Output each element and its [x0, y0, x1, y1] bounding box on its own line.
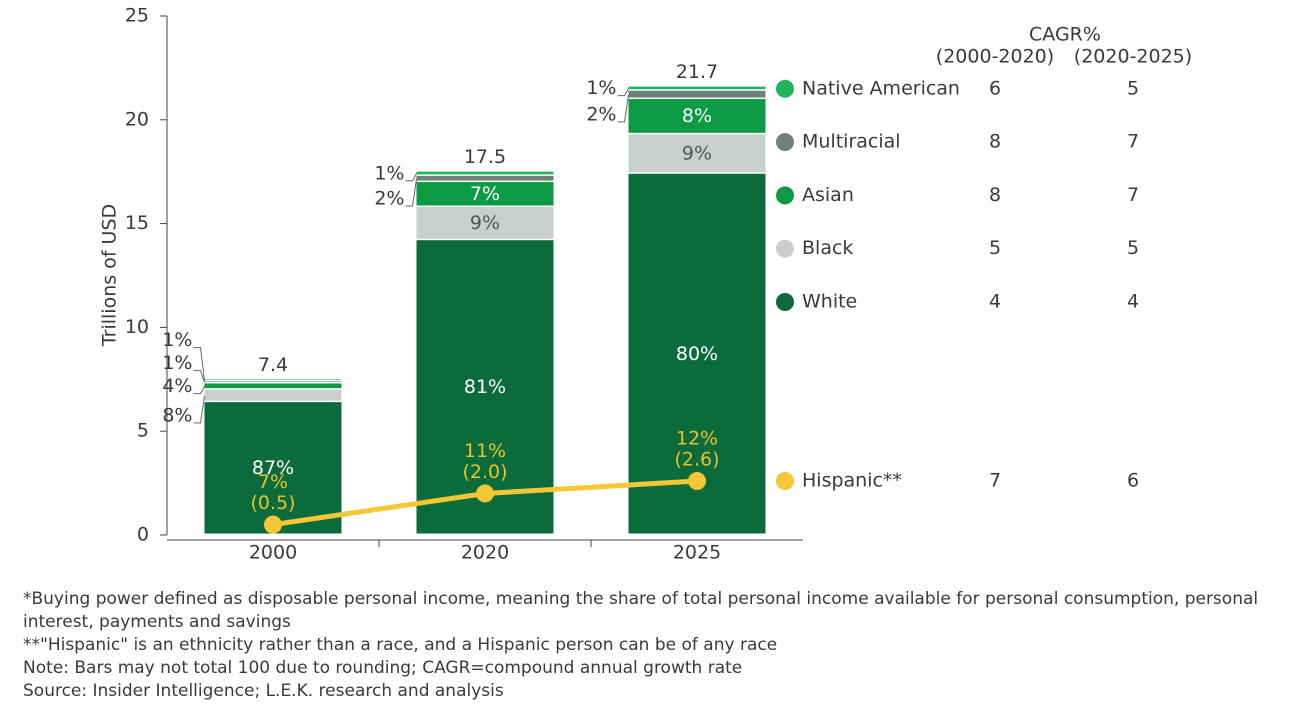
bar-segment	[204, 402, 342, 534]
bar-segment	[204, 389, 342, 401]
leader-line	[193, 370, 205, 383]
leader-line	[405, 178, 417, 207]
bar-segment	[628, 90, 766, 98]
bar-segment	[416, 171, 554, 175]
bar-segment	[628, 134, 766, 173]
bar-segment	[204, 379, 342, 380]
line-value-label: (2.0)	[462, 461, 507, 483]
legend-label: Hispanic**	[802, 470, 902, 492]
line-point	[688, 472, 706, 491]
segment-label-outside: 4%	[162, 375, 192, 397]
legend-marker	[776, 239, 794, 258]
bar-total: 17.5	[464, 146, 506, 168]
leader-line	[617, 88, 629, 97]
segment-label: 8%	[682, 105, 712, 127]
segment-label-outside: 8%	[162, 404, 192, 426]
segment-label-outside: 1%	[374, 162, 404, 184]
y-tick-label: 10	[125, 316, 149, 338]
y-axis-title: Trillions of USD	[99, 204, 121, 347]
footnote: Source: Insider Intelligence; L.E.K. res…	[23, 681, 504, 701]
footnote: **"Hispanic" is an ethnicity rather than…	[23, 635, 778, 655]
segment-label-outside: 1%	[162, 329, 192, 351]
segment-label-outside: 2%	[374, 187, 404, 209]
bar-segment	[628, 86, 766, 90]
cagr-value: 4	[1127, 291, 1139, 313]
line-share-label: 11%	[464, 440, 506, 462]
line-point	[264, 515, 282, 534]
cagr-value: 5	[1127, 237, 1139, 259]
legend-label: Black	[802, 237, 853, 259]
segment-label: 80%	[676, 343, 718, 365]
segment-label: 9%	[682, 143, 712, 165]
leader-line	[617, 94, 629, 123]
x-tick-label: 2000	[249, 542, 297, 564]
y-tick-label: 0	[137, 524, 149, 546]
bar-segment	[204, 381, 342, 382]
legend-marker	[776, 186, 794, 205]
footnotes: *Buying power defined as disposable pers…	[23, 588, 1263, 703]
chart: Trillions of USD CAGR% (2000-2020) (2020…	[99, 5, 1193, 564]
y-tick-label: 20	[125, 108, 149, 130]
bar-segment	[416, 206, 554, 239]
bar-segment	[416, 175, 554, 181]
leader-line	[193, 395, 205, 424]
segment-label: 81%	[464, 376, 506, 398]
cagr-value: 5	[989, 237, 1001, 259]
segment-label: 9%	[470, 212, 500, 234]
legend-label: Native American	[802, 77, 960, 99]
cagr-value: 7	[989, 470, 1001, 492]
legend-marker	[776, 293, 794, 311]
bar-total: 7.4	[258, 354, 288, 376]
cagr-column: (2020-2025)	[1074, 46, 1192, 68]
line-point	[476, 484, 494, 503]
x-tick-label: 2020	[461, 542, 509, 564]
line-value-label: (0.5)	[250, 492, 295, 514]
leader-line	[405, 173, 417, 182]
leader-line	[193, 386, 205, 395]
segment-label-outside: 1%	[162, 352, 192, 374]
legend-label: Multiracial	[802, 131, 901, 153]
y-tick-label: 25	[125, 5, 149, 27]
cagr-value: 6	[989, 77, 1001, 99]
segment-label-outside: 1%	[586, 77, 616, 99]
bar-total: 21.7	[676, 61, 718, 83]
legend-label: White	[802, 291, 857, 313]
line-share-label: 7%	[258, 471, 288, 493]
bar-segment	[204, 383, 342, 389]
cagr-value: 7	[1127, 184, 1139, 206]
cagr-value: 6	[1127, 470, 1139, 492]
cagr-column: (2000-2020)	[936, 46, 1054, 68]
y-tick-label: 5	[137, 420, 149, 442]
cagr-value: 4	[989, 291, 1001, 313]
cagr-value: 5	[1127, 77, 1139, 99]
leader-line	[193, 347, 205, 381]
footnote: *Buying power defined as disposable pers…	[23, 589, 1259, 632]
cagr-value: 8	[989, 184, 1001, 206]
bar-segment	[628, 99, 766, 133]
segment-label: 87%	[252, 457, 294, 479]
line-value-label: (2.6)	[674, 449, 719, 471]
segment-label-outside: 2%	[586, 103, 616, 125]
bar-segment	[416, 182, 554, 206]
line-share-label: 12%	[676, 428, 718, 450]
segment-label: 7%	[470, 183, 500, 205]
legend-marker	[776, 133, 794, 152]
y-tick-label: 15	[125, 212, 149, 234]
legend-marker	[776, 472, 794, 490]
cagr-value: 7	[1127, 131, 1139, 153]
legend-label: Asian	[802, 184, 854, 206]
legend-marker	[776, 79, 794, 98]
footnote: Note: Bars may not total 100 due to roun…	[23, 658, 743, 678]
x-tick-label: 2025	[673, 542, 721, 564]
cagr-title: CAGR%	[1029, 24, 1101, 46]
cagr-value: 8	[989, 131, 1001, 153]
